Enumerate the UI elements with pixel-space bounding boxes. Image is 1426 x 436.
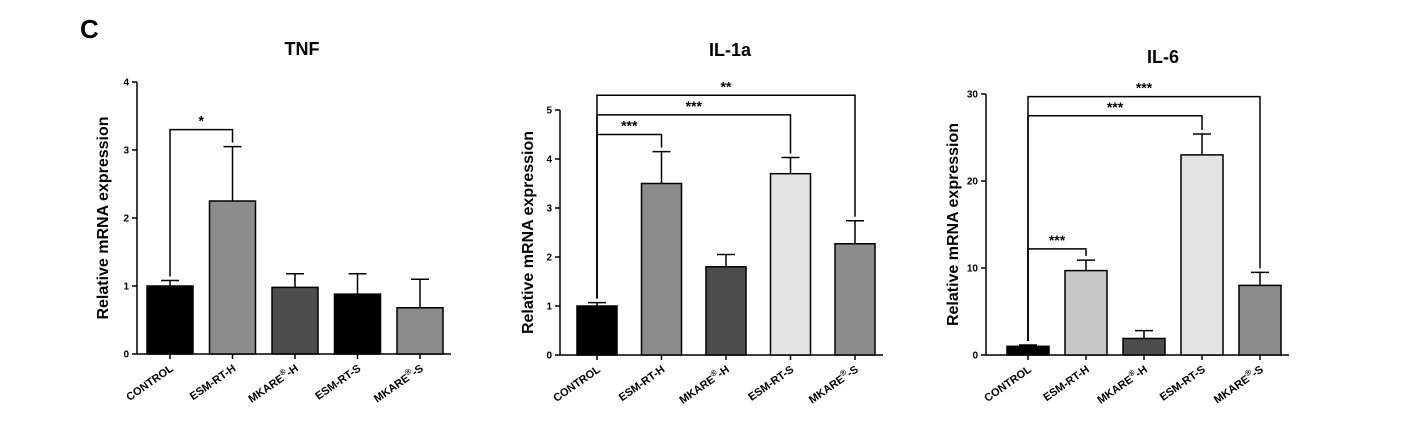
bar (208, 200, 257, 355)
chart-title: IL-1a (709, 40, 752, 60)
bar (333, 293, 382, 355)
y-tick-label: 2 (123, 214, 129, 225)
bar (1180, 154, 1224, 356)
panel-label: C (80, 14, 99, 44)
y-tick-label: 1 (123, 282, 129, 293)
y-tick-label: 3 (546, 204, 552, 215)
significance-label: ** (721, 78, 732, 94)
significance-label: *** (1136, 80, 1153, 96)
y-tick-label: 1 (546, 302, 552, 313)
x-tick-label: MKARE®-H (1094, 361, 1150, 407)
significance-bracket (1027, 115, 1203, 341)
bar (1238, 284, 1282, 356)
chart-title: IL-6 (1147, 47, 1179, 67)
bar (576, 305, 618, 356)
y-tick-label: 30 (967, 90, 979, 101)
y-tick-label: 20 (967, 177, 979, 188)
x-tick-label: ESM-RT-H (188, 363, 238, 403)
y-tick-label: 10 (967, 264, 979, 275)
chart-3: IL-6 Relative mRNA expression 0 10 20 30 CONTR… (945, 47, 1289, 407)
y-axis-label: Relative mRNA expression (945, 123, 962, 326)
bar (640, 182, 683, 356)
chart-title: TNF (285, 39, 320, 59)
significance-label: *** (621, 118, 638, 134)
y-tick-label: 3 (123, 146, 129, 157)
y-tick-label: 4 (546, 155, 552, 166)
significance-label: * (199, 113, 205, 129)
y-tick-label: 0 (546, 351, 552, 362)
y-tick-label: 5 (546, 106, 552, 117)
significance-bracket (596, 94, 856, 299)
x-tick-label: MKARE®-S (1210, 361, 1266, 406)
x-tick-label: CONTROL (982, 363, 1034, 404)
x-tick-label: ESM-RT-S (1158, 364, 1208, 404)
y-axis-label: Relative mRNA expression (520, 131, 537, 334)
bar (146, 285, 194, 355)
x-tick-label: ESM-RT-S (313, 363, 363, 403)
significance-label: *** (686, 98, 703, 114)
significance-bracket (1027, 95, 1261, 341)
x-tick-label: MKARE®-S (370, 360, 426, 405)
significance-label: *** (1049, 232, 1066, 248)
bar (396, 307, 444, 355)
y-tick-label: 0 (123, 350, 129, 361)
y-tick-label: 4 (123, 78, 129, 89)
x-tick-label: ESM-RT-H (617, 364, 667, 404)
y-axis-label: Relative mRNA expression (95, 116, 112, 319)
x-tick-label: MKARE®-S (805, 361, 861, 406)
y-tick-label: 2 (546, 253, 552, 264)
x-tick-label: MKARE®-H (676, 361, 732, 407)
significance-label: *** (1107, 99, 1124, 115)
bar (271, 286, 319, 355)
y-tick-label: 0 (972, 351, 978, 362)
chart-1: TNF Relative mRNA expression 0 1 2 3 4 CONTROL E… (95, 39, 451, 406)
bar (834, 243, 876, 356)
bar (705, 266, 747, 356)
x-tick-label: CONTROL (551, 363, 603, 404)
significance-bracket (169, 128, 234, 277)
bar (1064, 269, 1108, 356)
x-tick-label: CONTROL (124, 362, 176, 403)
x-tick-label: ESM-RT-H (1041, 364, 1091, 404)
bar (1122, 337, 1166, 356)
x-tick-label: ESM-RT-S (746, 364, 796, 404)
bar (1006, 345, 1050, 356)
significance-bracket (596, 114, 792, 299)
chart-2: IL-1a Relative mRNA expression 0 1 2 3 4 5 CONTR… (520, 40, 883, 407)
bar (769, 172, 812, 356)
x-tick-label: MKARE®-H (245, 360, 301, 406)
